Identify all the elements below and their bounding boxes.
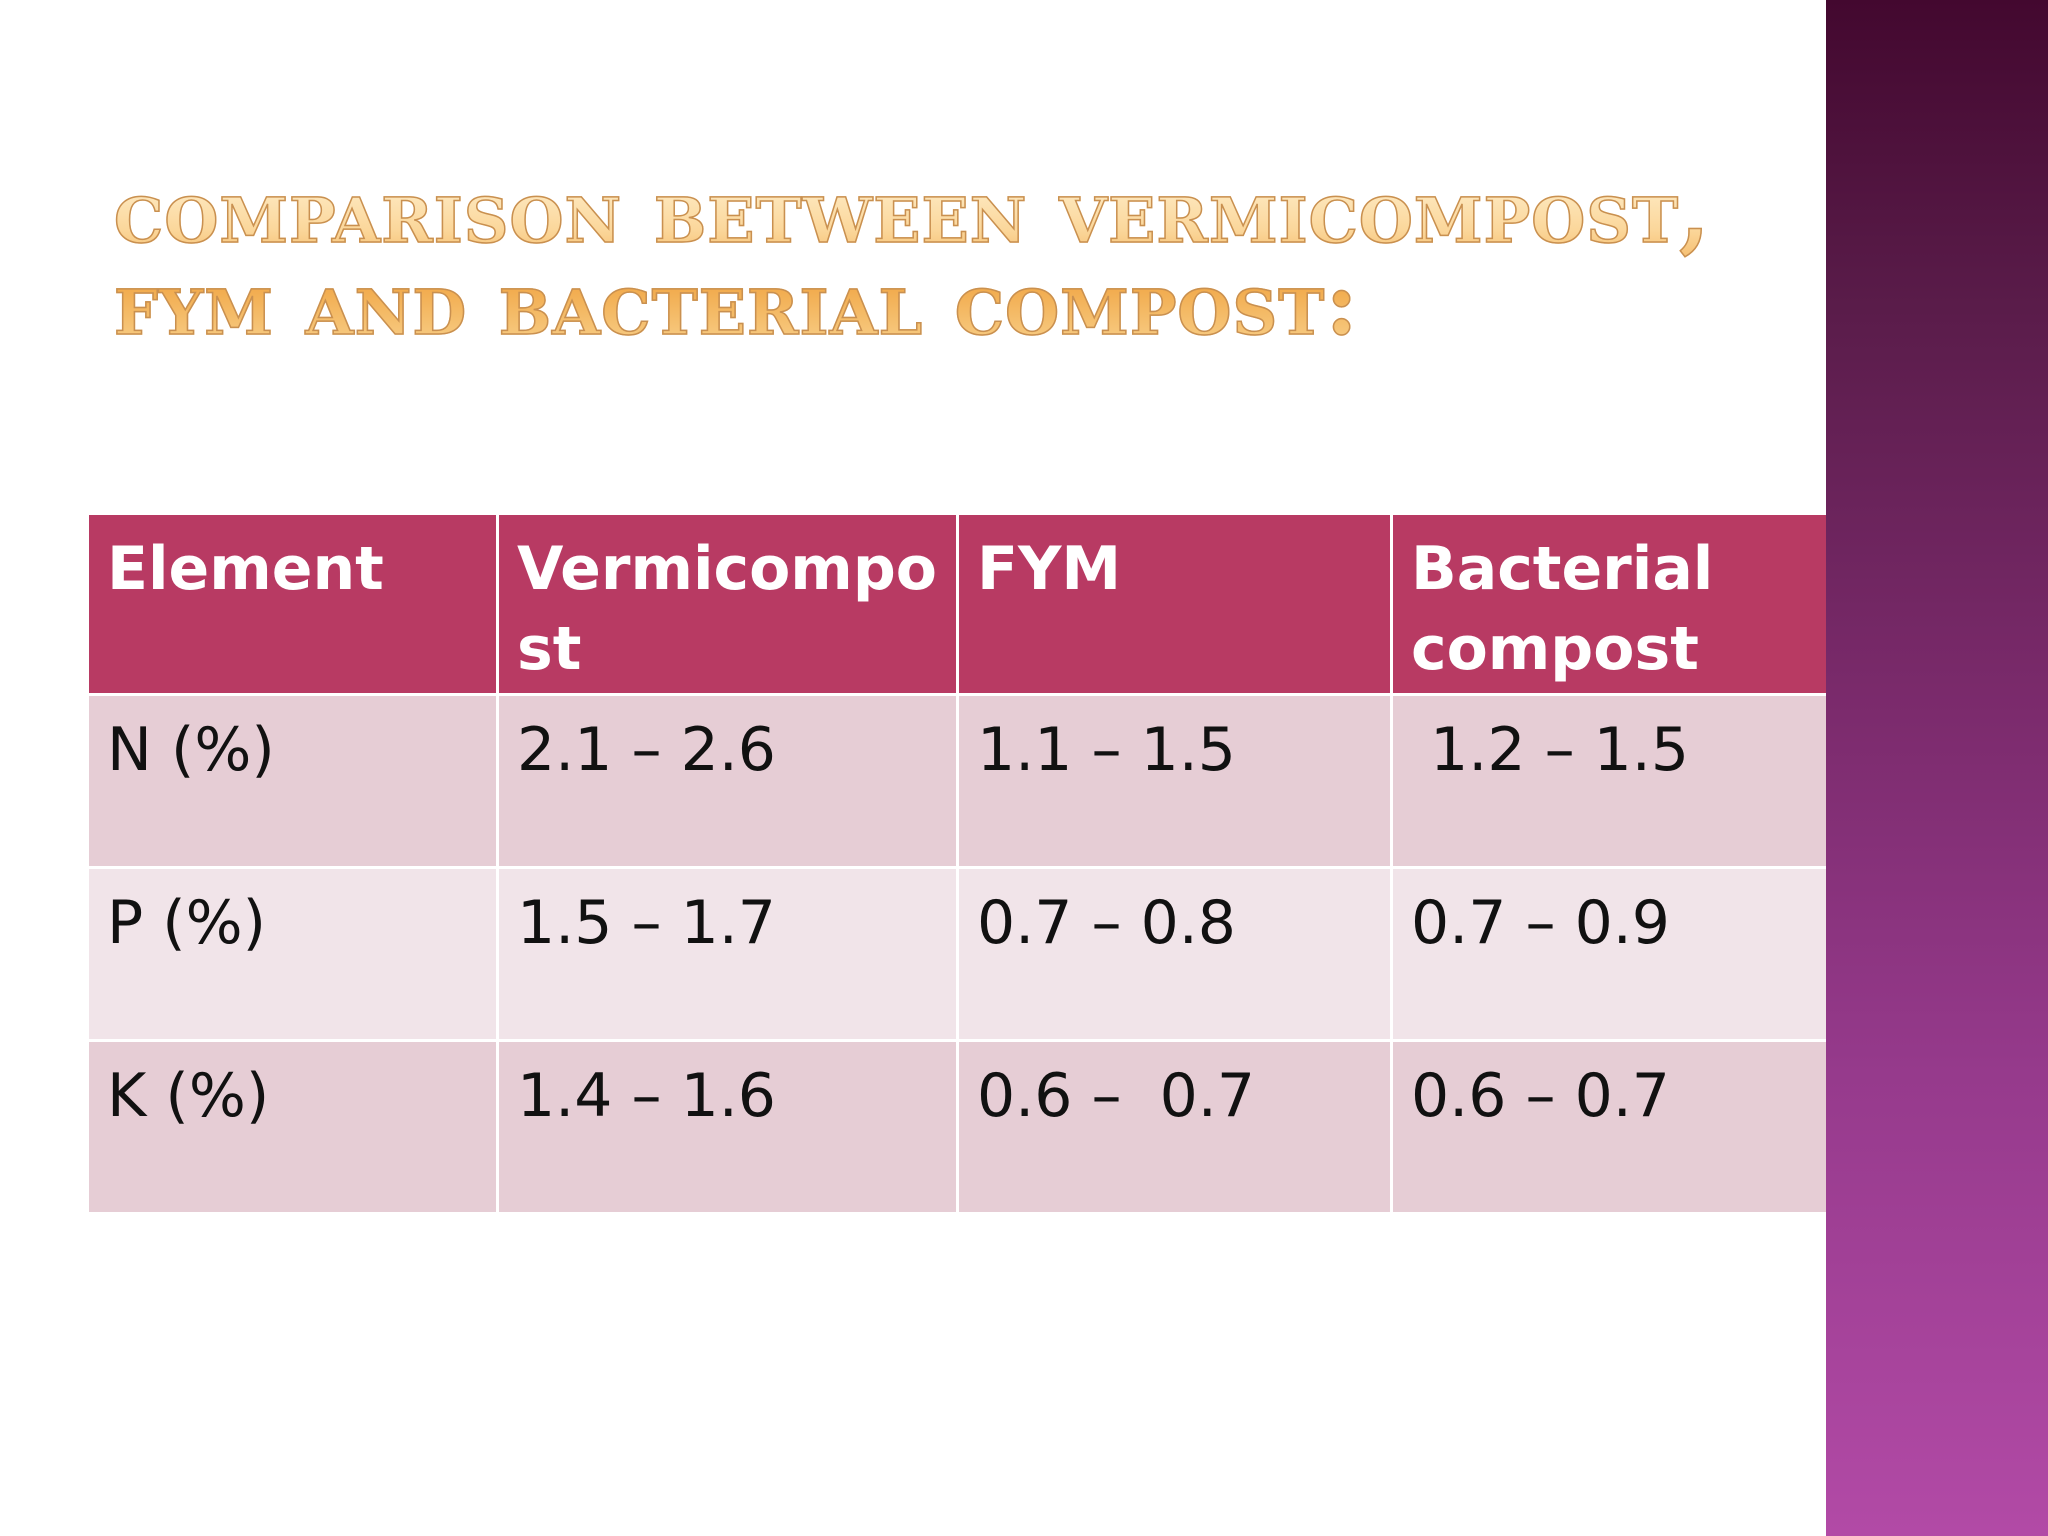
cell-bacterial-compost: 1.2 – 1.5 xyxy=(1390,693,1829,869)
table-row-potassium: K (%) 1.4 – 1.6 0.6 – 0.7 0.6 – 0.7 xyxy=(86,1039,1829,1215)
cell-fym: 0.7 – 0.8 xyxy=(956,866,1393,1042)
cell-vermicompost: 1.5 – 1.7 xyxy=(496,866,959,1042)
header-bacterial-compost: Bacterial compost xyxy=(1390,512,1829,696)
cell-bacterial-compost: 0.6 – 0.7 xyxy=(1390,1039,1829,1215)
cell-vermicompost: 2.1 – 2.6 xyxy=(496,693,959,869)
header-vermicompost: Vermicompo st xyxy=(496,512,959,696)
header-fym: FYM xyxy=(956,512,1393,696)
cell-bacterial-compost: 0.7 – 0.9 xyxy=(1390,866,1829,1042)
cell-element: N (%) xyxy=(86,693,499,869)
slide-title-line-2: FYM and Bacterial compost: xyxy=(113,251,1359,355)
cell-fym: 1.1 – 1.5 xyxy=(956,693,1393,869)
decorative-side-bar xyxy=(1826,0,2048,1536)
table-header-row: Element Vermicompo st FYM Bacterial comp… xyxy=(86,512,1829,696)
table-row-phosphorus: P (%) 1.5 – 1.7 0.7 – 0.8 0.7 – 0.9 xyxy=(86,866,1829,1042)
comparison-table: Element Vermicompo st FYM Bacterial comp… xyxy=(86,512,1829,1215)
cell-fym: 0.6 – 0.7 xyxy=(956,1039,1393,1215)
cell-element: K (%) xyxy=(86,1039,499,1215)
table-row-nitrogen: N (%) 2.1 – 2.6 1.1 – 1.5 1.2 – 1.5 xyxy=(86,693,1829,869)
cell-vermicompost: 1.4 – 1.6 xyxy=(496,1039,959,1215)
cell-element: P (%) xyxy=(86,866,499,1042)
header-element: Element xyxy=(86,512,499,696)
